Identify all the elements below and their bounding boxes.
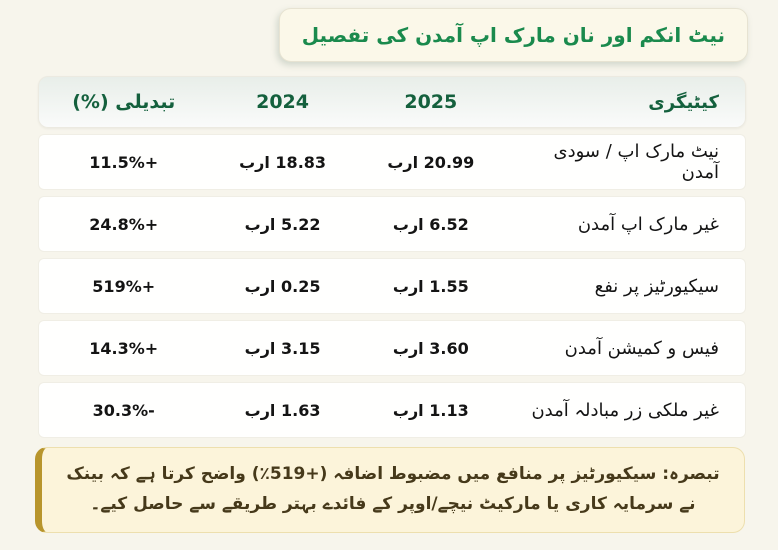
- category-cell: سیکیورٹیز پر نفع: [594, 275, 719, 297]
- commentary-note-text: تبصرہ: سیکیورٹیز پر منافع میں مضبوط اضاف…: [62, 460, 724, 520]
- value-2025-cell: 1.13 ارب: [392, 400, 469, 420]
- category-cell: غیر ملکی زر مبادلہ آمدن: [531, 399, 719, 421]
- change-cell: +519%: [92, 276, 156, 296]
- table-row: -30.3% 1.63 ارب 1.13 ارب غیر ملکی زر مبا…: [38, 382, 746, 438]
- value-2024-cell: 18.83 ارب: [239, 152, 327, 172]
- note-text-after: واضح کرتا ہے کہ بینک نے سرمایہ کاری یا م…: [66, 464, 696, 514]
- value-2025-cell: 20.99 ارب: [387, 152, 475, 172]
- table-header-row: تبدیلی (%) 2024 2025 کیٹیگری: [38, 76, 746, 128]
- commentary-note-box: تبصرہ: سیکیورٹیز پر منافع میں مضبوط اضاف…: [35, 447, 745, 533]
- category-cell: غیر مارک اپ آمدن: [577, 213, 719, 235]
- header-2024: 2024: [256, 91, 309, 113]
- change-cell: -30.3%: [92, 400, 155, 420]
- note-text-before: تبصرہ: سیکیورٹیز پر منافع میں مضبوط اضاف…: [327, 464, 720, 485]
- value-2025-cell: 3.60 ارب: [392, 338, 469, 358]
- table-row: +24.8% 5.22 ارب 6.52 ارب غیر مارک اپ آمد…: [38, 196, 746, 252]
- table-row: +519% 0.25 ارب 1.55 ارب سیکیورٹیز پر نفع: [38, 258, 746, 314]
- header-change: تبدیلی (%): [72, 91, 176, 113]
- income-table: تبدیلی (%) 2024 2025 کیٹیگری +11.5% 18.8…: [38, 76, 746, 438]
- page-title: نیٹ انکم اور نان مارک اپ آمدن کی تفصیل: [278, 8, 748, 62]
- value-2025-cell: 6.52 ارب: [392, 214, 469, 234]
- header-2025: 2025: [404, 91, 458, 113]
- table-row: +14.3% 3.15 ارب 3.60 ارب فیس و کمیشن آمد…: [38, 320, 746, 376]
- change-cell: +11.5%: [89, 152, 159, 172]
- value-2024-cell: 3.15 ارب: [244, 338, 321, 358]
- value-2024-cell: 1.63 ارب: [244, 400, 321, 420]
- note-percent-token: (٪519+): [251, 464, 328, 485]
- value-2024-cell: 0.25 ارب: [244, 276, 321, 296]
- value-2024-cell: 5.22 ارب: [244, 214, 321, 234]
- category-cell: نیٹ مارک اپ / سودی آمدن: [553, 141, 719, 183]
- change-cell: +14.3%: [89, 338, 159, 358]
- change-cell: +24.8%: [89, 214, 159, 234]
- header-category: کیٹیگری: [648, 91, 719, 113]
- category-cell: فیس و کمیشن آمدن: [564, 337, 719, 359]
- table-row: +11.5% 18.83 ارب 20.99 ارب نیٹ مارک اپ /…: [38, 134, 746, 190]
- value-2025-cell: 1.55 ارب: [392, 276, 469, 296]
